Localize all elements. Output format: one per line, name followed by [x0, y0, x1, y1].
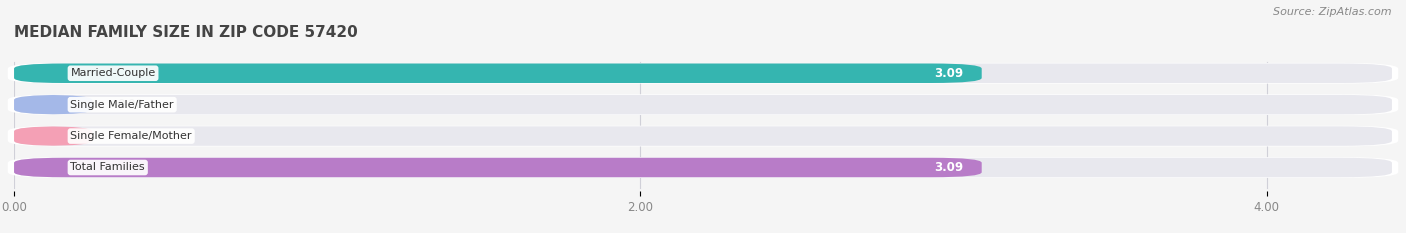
Text: Total Families: Total Families: [70, 162, 145, 172]
FancyBboxPatch shape: [14, 126, 93, 146]
FancyBboxPatch shape: [14, 64, 1392, 83]
Text: Single Female/Mother: Single Female/Mother: [70, 131, 193, 141]
Text: 3.09: 3.09: [934, 67, 963, 80]
FancyBboxPatch shape: [14, 158, 981, 177]
FancyBboxPatch shape: [8, 63, 1398, 84]
Text: 0.00: 0.00: [118, 98, 143, 111]
Text: 3.09: 3.09: [934, 161, 963, 174]
Text: MEDIAN FAMILY SIZE IN ZIP CODE 57420: MEDIAN FAMILY SIZE IN ZIP CODE 57420: [14, 25, 357, 40]
Text: 0.00: 0.00: [118, 130, 143, 143]
FancyBboxPatch shape: [14, 95, 93, 114]
FancyBboxPatch shape: [8, 94, 1398, 115]
FancyBboxPatch shape: [8, 157, 1398, 178]
Text: Single Male/Father: Single Male/Father: [70, 100, 174, 110]
FancyBboxPatch shape: [14, 126, 1392, 146]
Text: Married-Couple: Married-Couple: [70, 68, 156, 78]
FancyBboxPatch shape: [14, 95, 1392, 114]
FancyBboxPatch shape: [8, 126, 1398, 147]
FancyBboxPatch shape: [14, 64, 981, 83]
Text: Source: ZipAtlas.com: Source: ZipAtlas.com: [1274, 7, 1392, 17]
FancyBboxPatch shape: [14, 158, 1392, 177]
